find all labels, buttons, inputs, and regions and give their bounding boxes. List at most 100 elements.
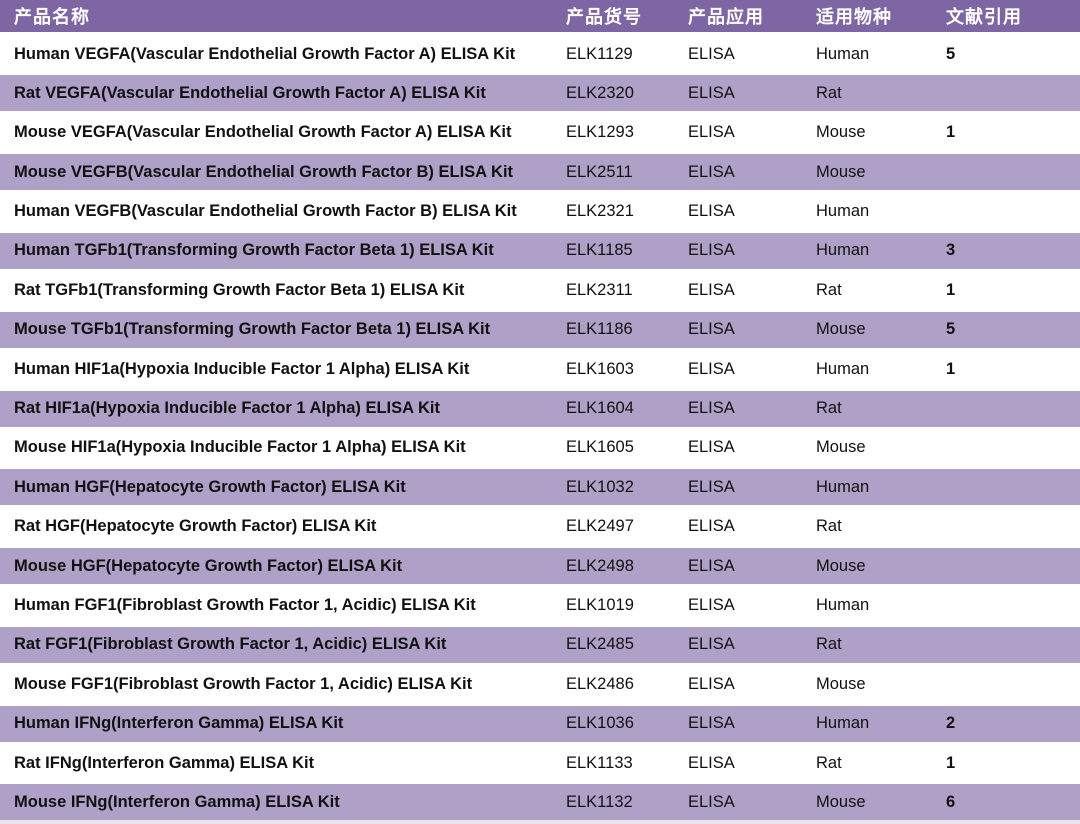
product-name-cell: Rat TGFb1(Transforming Growth Factor Bet… xyxy=(14,280,465,299)
product-name-cell: Human TGFb1(Transforming Growth Factor B… xyxy=(14,241,494,260)
citations-cell: 1 xyxy=(946,359,956,378)
catalog-number-cell: ELK1019 xyxy=(566,595,634,614)
application-cell: ELISA xyxy=(688,714,735,733)
table-row: Mouse VEGFA(Vascular Endothelial Growth … xyxy=(0,114,1080,151)
application-cell: ELISA xyxy=(688,517,735,536)
species-cell: Mouse xyxy=(816,556,866,575)
table-row: Mouse HIF1a(Hypoxia Inducible Factor 1 A… xyxy=(0,429,1080,466)
catalog-number-cell: ELK1185 xyxy=(566,241,633,260)
application-cell: ELISA xyxy=(688,753,735,772)
species-cell: Human xyxy=(816,202,870,221)
application-cell: ELISA xyxy=(688,320,735,339)
product-name-cell: Rat HIF1a(Hypoxia Inducible Factor 1 Alp… xyxy=(14,399,441,418)
product-name-cell: Human VEGFA(Vascular Endothelial Growth … xyxy=(14,44,516,63)
species-cell: Rat xyxy=(816,83,842,102)
product-name-cell: Rat IFNg(Interferon Gamma) ELISA Kit xyxy=(14,753,315,772)
species-cell: Human xyxy=(816,477,870,496)
product-name-cell: Human IFNg(Interferon Gamma) ELISA Kit xyxy=(14,714,344,733)
catalog-number-cell: ELK2485 xyxy=(566,635,634,654)
species-cell: Human xyxy=(816,714,870,733)
species-cell: Mouse xyxy=(816,674,866,693)
catalog-number-cell: ELK1603 xyxy=(566,359,634,378)
species-cell: Rat xyxy=(816,399,842,418)
table-row: Mouse IFNg(Interferon Gamma) ELISA Kit E… xyxy=(0,784,1080,821)
table-row: Rat VEGFA(Vascular Endothelial Growth Fa… xyxy=(0,75,1080,112)
application-cell: ELISA xyxy=(688,556,735,575)
catalog-number-cell: ELK2320 xyxy=(566,83,634,102)
catalog-number-cell: ELK1604 xyxy=(566,399,634,418)
catalog-number-cell: ELK2321 xyxy=(566,202,634,221)
table-row: Human FGF1(Fibroblast Growth Factor 1, A… xyxy=(0,587,1080,624)
application-cell: ELISA xyxy=(688,399,735,418)
species-cell: Rat xyxy=(816,753,842,772)
table-row: Human IFNg(Interferon Gamma) ELISA Kit E… xyxy=(0,705,1080,742)
application-cell: ELISA xyxy=(688,280,735,299)
table-row: Mouse HGF(Hepatocyte Growth Factor) ELIS… xyxy=(0,548,1080,585)
catalog-number-cell: ELK1293 xyxy=(566,123,634,142)
application-cell: ELISA xyxy=(688,44,735,63)
application-cell: ELISA xyxy=(688,359,735,378)
citations-cell: 5 xyxy=(946,320,956,339)
application-cell: ELISA xyxy=(688,674,735,693)
citations-cell: 6 xyxy=(946,792,956,811)
product-name-cell: Mouse HGF(Hepatocyte Growth Factor) ELIS… xyxy=(14,556,403,575)
application-cell: ELISA xyxy=(688,241,735,260)
product-name-cell: Rat FGF1(Fibroblast Growth Factor 1, Aci… xyxy=(14,635,447,654)
species-cell: Mouse xyxy=(816,792,866,811)
product-name-cell: Mouse IFNg(Interferon Gamma) ELISA Kit xyxy=(14,792,340,811)
citations-cell: 1 xyxy=(946,123,956,142)
application-cell: ELISA xyxy=(688,595,735,614)
catalog-number-cell: ELK2486 xyxy=(566,674,634,693)
table-row: Human VEGFA(Vascular Endothelial Growth … xyxy=(0,36,1080,72)
citations-cell: 3 xyxy=(946,241,956,260)
table-row: Rat TGFb1(Transforming Growth Factor Bet… xyxy=(0,272,1080,309)
application-cell: ELISA xyxy=(688,162,735,181)
catalog-number-cell: ELK1129 xyxy=(566,44,633,63)
catalog-number-cell: ELK2498 xyxy=(566,556,634,575)
product-name-cell: Mouse VEGFA(Vascular Endothelial Growth … xyxy=(14,123,512,142)
product-name-cell: Mouse VEGFB(Vascular Endothelial Growth … xyxy=(14,162,514,181)
product-name-cell: Human VEGFB(Vascular Endothelial Growth … xyxy=(14,202,517,221)
column-header-catalog-number: 产品货号 xyxy=(566,7,642,27)
species-cell: Mouse xyxy=(816,438,866,457)
table-row: Human HGF(Hepatocyte Growth Factor) ELIS… xyxy=(0,469,1080,506)
species-cell: Rat xyxy=(816,280,842,299)
species-cell: Human xyxy=(816,595,870,614)
product-name-cell: Rat HGF(Hepatocyte Growth Factor) ELISA … xyxy=(14,517,377,536)
species-cell: Human xyxy=(816,241,870,260)
catalog-number-cell: ELK1036 xyxy=(566,714,634,733)
product-name-cell: Human FGF1(Fibroblast Growth Factor 1, A… xyxy=(14,595,476,614)
catalog-number-cell: ELK1186 xyxy=(566,320,633,339)
species-cell: Mouse xyxy=(816,162,866,181)
table-row: Rat HIF1a(Hypoxia Inducible Factor 1 Alp… xyxy=(0,390,1080,427)
species-cell: Human xyxy=(816,359,870,378)
catalog-number-cell: ELK2497 xyxy=(566,517,634,536)
table-row: Rat HGF(Hepatocyte Growth Factor) ELISA … xyxy=(0,508,1080,545)
table-row: Mouse VEGFB(Vascular Endothelial Growth … xyxy=(0,154,1080,191)
catalog-number-cell: ELK1132 xyxy=(566,792,633,811)
catalog-number-cell: ELK2311 xyxy=(566,280,633,299)
table-bottom-border xyxy=(0,820,1080,824)
table-row: Mouse FGF1(Fibroblast Growth Factor 1, A… xyxy=(0,666,1080,703)
citations-cell: 5 xyxy=(946,44,956,63)
species-cell: Human xyxy=(816,44,870,63)
product-name-cell: Human HGF(Hepatocyte Growth Factor) ELIS… xyxy=(14,477,406,496)
column-header-citations: 文献引用 xyxy=(946,7,1022,27)
catalog-number-cell: ELK1133 xyxy=(566,753,633,772)
product-name-cell: Mouse FGF1(Fibroblast Growth Factor 1, A… xyxy=(14,674,473,693)
product-name-cell: Rat VEGFA(Vascular Endothelial Growth Fa… xyxy=(14,83,486,102)
catalog-number-cell: ELK2511 xyxy=(566,162,633,181)
citations-cell: 1 xyxy=(946,280,956,299)
application-cell: ELISA xyxy=(688,202,735,221)
application-cell: ELISA xyxy=(688,635,735,654)
column-header-application: 产品应用 xyxy=(688,7,764,27)
application-cell: ELISA xyxy=(688,83,735,102)
column-header-product-name: 产品名称 xyxy=(14,7,90,27)
table-row: Rat IFNg(Interferon Gamma) ELISA Kit ELK… xyxy=(0,745,1080,782)
citations-cell: 2 xyxy=(946,714,956,733)
product-name-cell: Mouse HIF1a(Hypoxia Inducible Factor 1 A… xyxy=(14,438,466,457)
catalog-number-cell: ELK1605 xyxy=(566,438,634,457)
application-cell: ELISA xyxy=(688,123,735,142)
species-cell: Mouse xyxy=(816,123,866,142)
